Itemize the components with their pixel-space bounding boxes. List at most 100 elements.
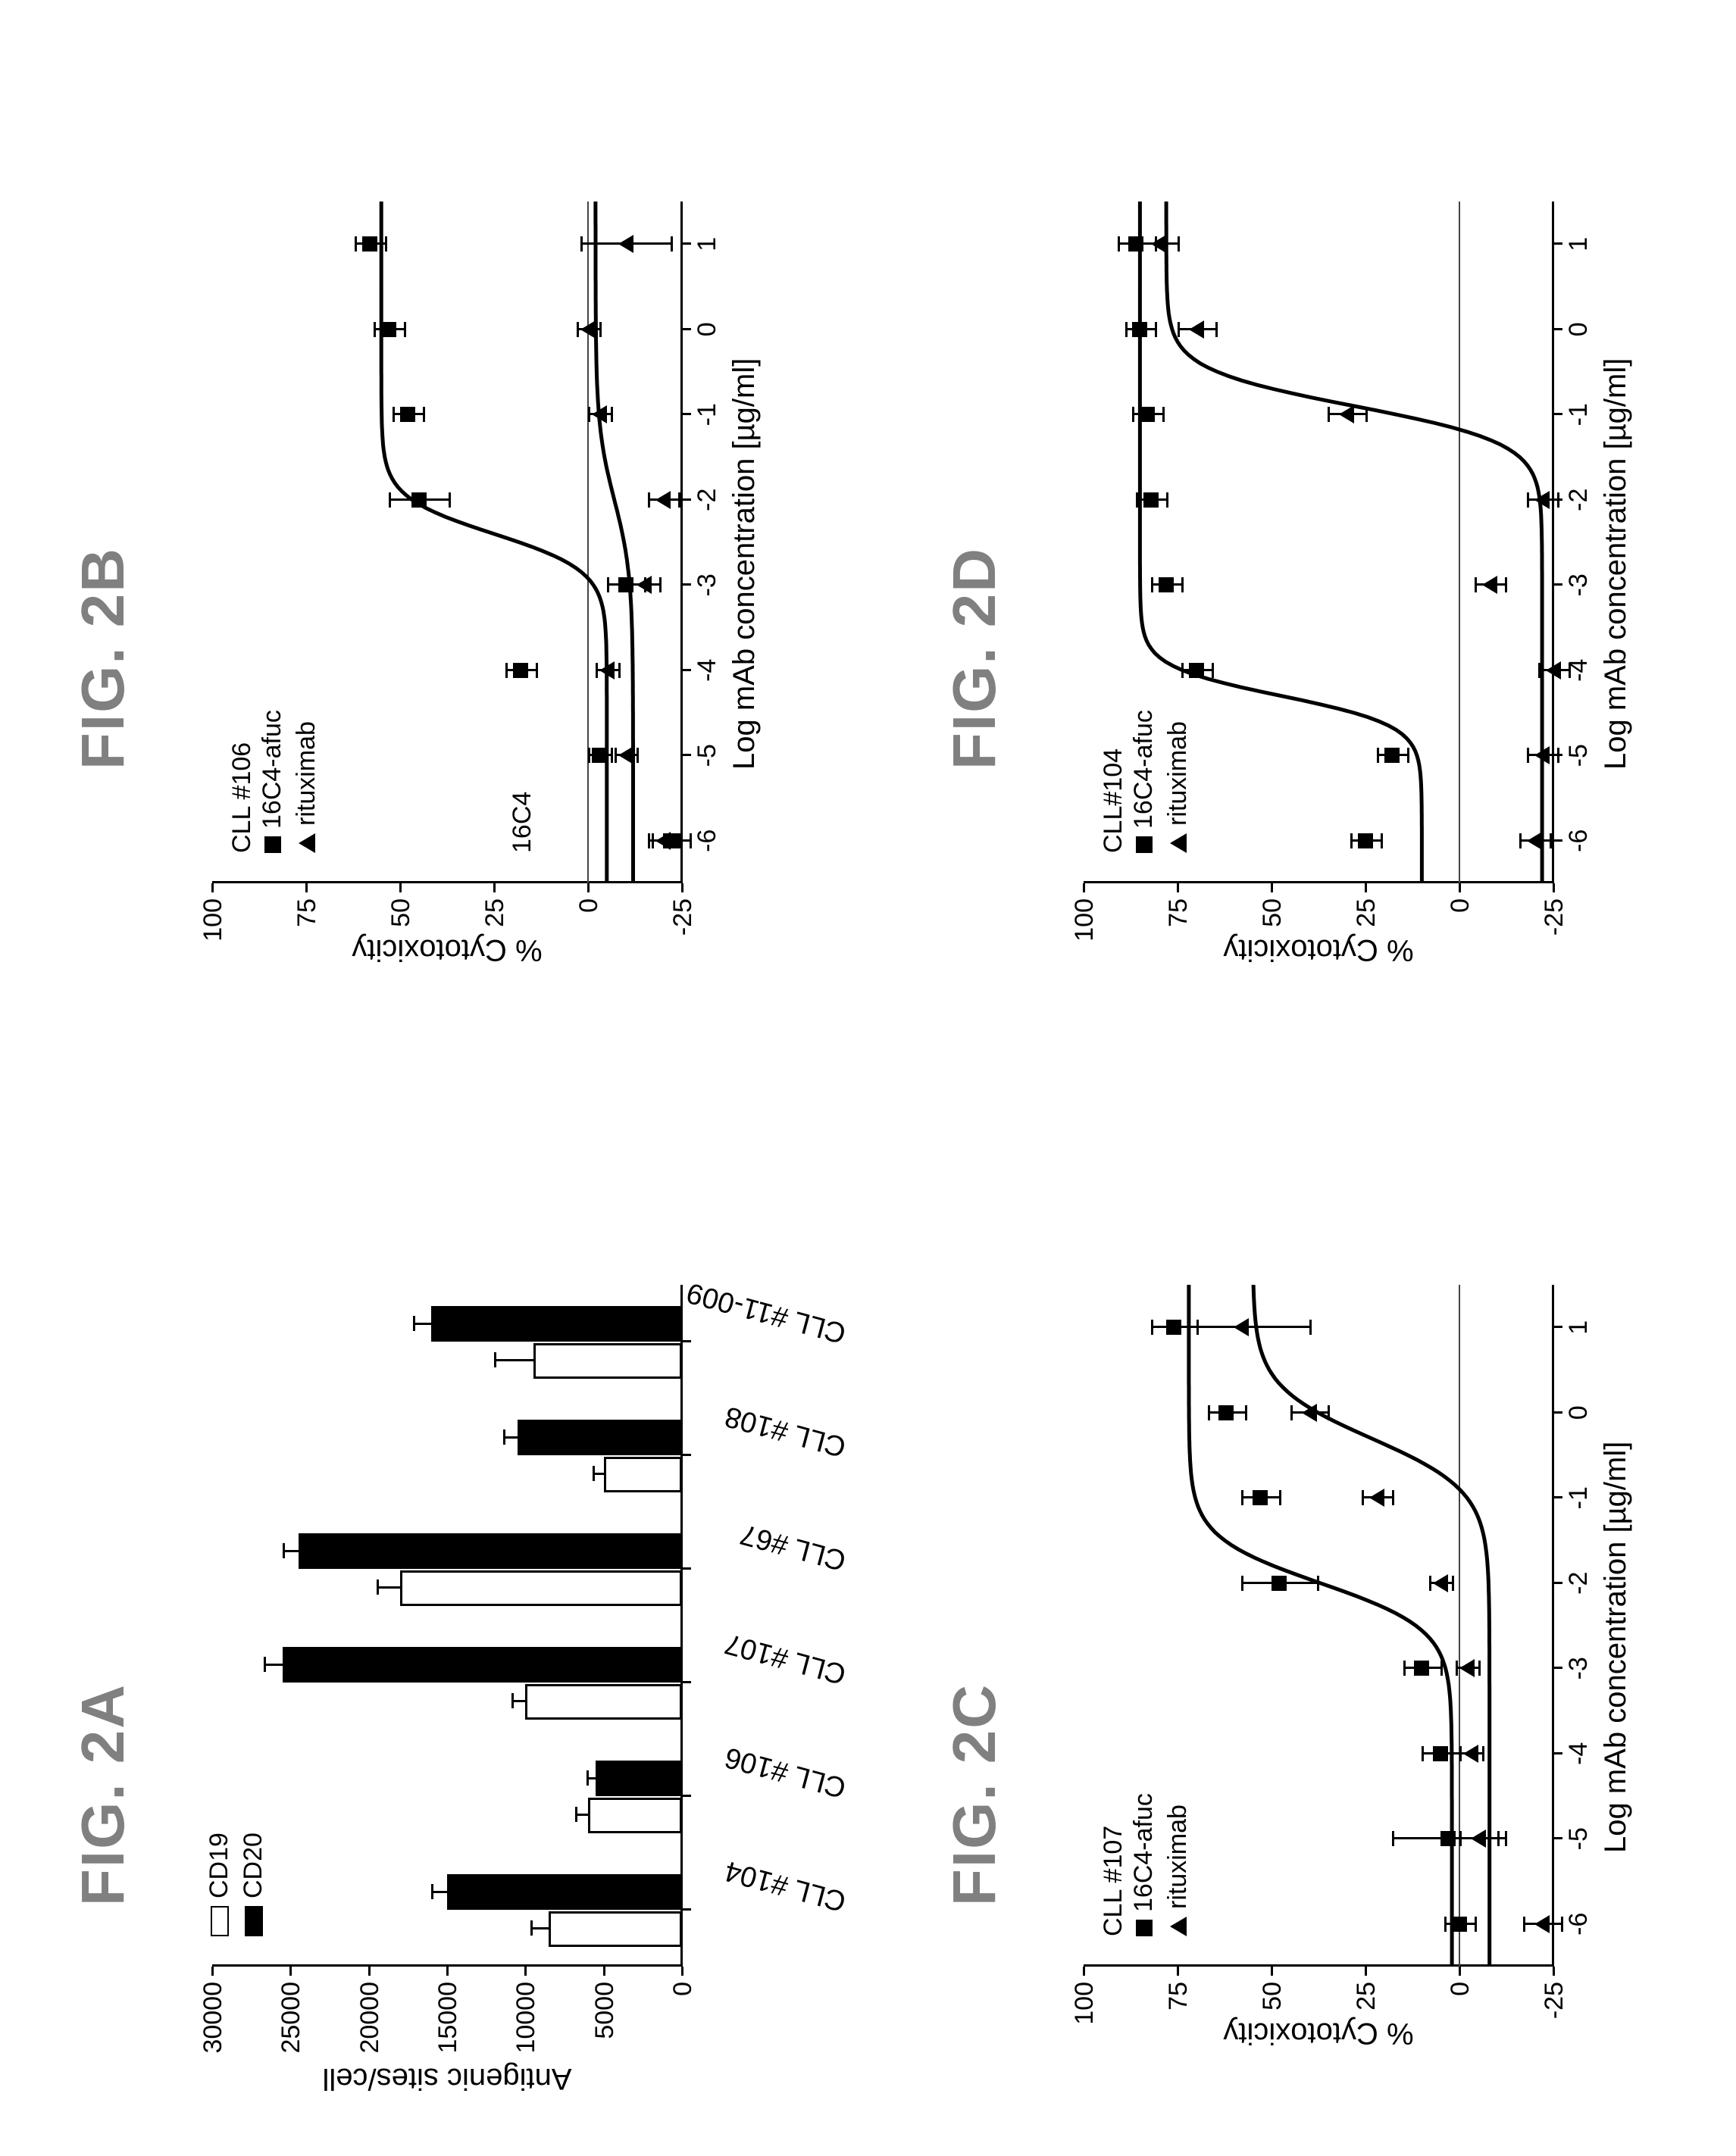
square-marker — [1253, 1490, 1268, 1505]
error-cap — [599, 322, 602, 337]
error-cap — [1215, 322, 1218, 337]
xtick-label: -3 — [1564, 570, 1594, 600]
error-cap — [404, 322, 406, 337]
error-cap — [1475, 577, 1477, 592]
error-cap — [580, 236, 583, 252]
panel-a-plot: 050001000015000200002500030000CLL #104CL… — [212, 1285, 682, 1967]
error-cap — [1407, 748, 1409, 763]
square-marker — [1452, 1917, 1467, 1932]
error-cap — [593, 1466, 595, 1481]
error-cap — [648, 833, 650, 848]
square-marker — [1159, 577, 1174, 592]
panel-c-legend-2: rituximab — [1163, 1793, 1193, 1936]
ytick — [1083, 883, 1085, 892]
error-cap — [1365, 407, 1368, 422]
error-cap — [671, 236, 673, 252]
ytick — [211, 1967, 214, 1976]
ytick — [587, 883, 590, 892]
error-cap — [1241, 1576, 1243, 1591]
error-cap — [1505, 577, 1507, 592]
xtick — [1553, 1752, 1562, 1754]
panel-d-legend-1: 16C4-afuc — [1129, 710, 1159, 853]
square-marker — [362, 236, 377, 252]
error-cap — [413, 1316, 415, 1331]
triangle-marker — [1534, 491, 1550, 509]
error-cap — [575, 1807, 577, 1822]
error-cap — [1475, 1917, 1477, 1932]
ytick — [681, 1967, 683, 1976]
xtick-label: -5 — [1564, 740, 1594, 770]
error-cap — [1328, 407, 1330, 422]
error-cap — [1478, 1661, 1481, 1676]
panel-b-xlabel: Log mAb concentration [µg/ml] — [727, 358, 762, 770]
legend-cd20: CD20 — [239, 1833, 268, 1936]
error-cap — [449, 492, 451, 508]
x-axis — [1552, 1285, 1554, 1967]
triangle-marker — [580, 320, 596, 339]
square-marker — [1189, 663, 1204, 678]
xtick-label: -2 — [1564, 1568, 1594, 1598]
error-cap — [511, 1693, 514, 1708]
error-cap — [1317, 1576, 1319, 1591]
error-cap — [1309, 1320, 1312, 1335]
triangle-marker — [618, 235, 633, 253]
ytick-label: 75 — [292, 898, 322, 944]
error-cap — [1362, 1490, 1364, 1505]
error-cap — [637, 748, 639, 763]
triangle-marker — [655, 832, 671, 850]
xtick-label: -2 — [1564, 485, 1594, 515]
panel-c-xlabel: Log mAb concentration [µg/ml] — [1599, 1442, 1633, 1853]
error-cap — [1456, 1661, 1458, 1676]
xtick — [682, 583, 691, 586]
panel-b-legend: 16C4-afuc rituximab — [258, 710, 326, 853]
xtick — [682, 498, 691, 501]
error-cap — [618, 663, 621, 678]
error-cap — [678, 833, 680, 848]
ytick — [1177, 883, 1179, 892]
triangle-marker — [1482, 576, 1497, 594]
error-cap — [393, 407, 395, 422]
ytick — [1365, 1967, 1367, 1976]
triangle-marker — [1527, 832, 1542, 850]
bar — [283, 1647, 682, 1683]
ytick — [1459, 1967, 1461, 1976]
error-cap — [264, 1657, 266, 1672]
error-cap — [355, 236, 357, 252]
error-bar — [431, 1891, 447, 1893]
square-marker — [592, 748, 607, 763]
ytick — [681, 883, 683, 892]
panel-b-legend-2: rituximab — [292, 710, 321, 853]
panel-c-legend: 16C4-afuc rituximab — [1129, 1793, 1197, 1936]
panel-d-legend: 16C4-afuc rituximab — [1129, 710, 1197, 853]
square-marker — [411, 492, 427, 508]
error-cap — [1140, 236, 1142, 252]
error-cap — [1459, 1831, 1462, 1846]
ytick — [1365, 883, 1367, 892]
bar — [525, 1684, 682, 1720]
triangle-marker — [1463, 1745, 1478, 1763]
xtick-label: -5 — [693, 740, 722, 770]
error-bar — [494, 1359, 533, 1361]
triangle-marker-icon — [1170, 833, 1187, 853]
error-cap — [1132, 407, 1134, 422]
square-marker — [381, 322, 396, 337]
error-cap — [1178, 236, 1180, 252]
error-cap — [377, 1580, 379, 1595]
ytick-label: 0 — [574, 898, 604, 944]
triangle-marker — [1534, 746, 1550, 764]
xtick-label: CLL #11-009 — [683, 1276, 849, 1349]
error-cap — [1538, 663, 1541, 678]
bar — [299, 1533, 682, 1569]
panel-d-ylabel: % Cytotoxicity — [1223, 933, 1413, 967]
square-marker — [1218, 1405, 1234, 1420]
error-cap — [494, 1352, 496, 1367]
ytick — [1271, 1967, 1273, 1976]
triangle-marker — [618, 746, 633, 764]
xtick-label: -6 — [693, 826, 722, 856]
panel-b-legend-2-label: rituximab — [292, 721, 321, 826]
error-cap — [607, 577, 609, 592]
square-marker — [1272, 1576, 1287, 1591]
error-cap — [659, 577, 662, 592]
error-cap — [588, 407, 590, 422]
error-cap — [1527, 492, 1529, 508]
